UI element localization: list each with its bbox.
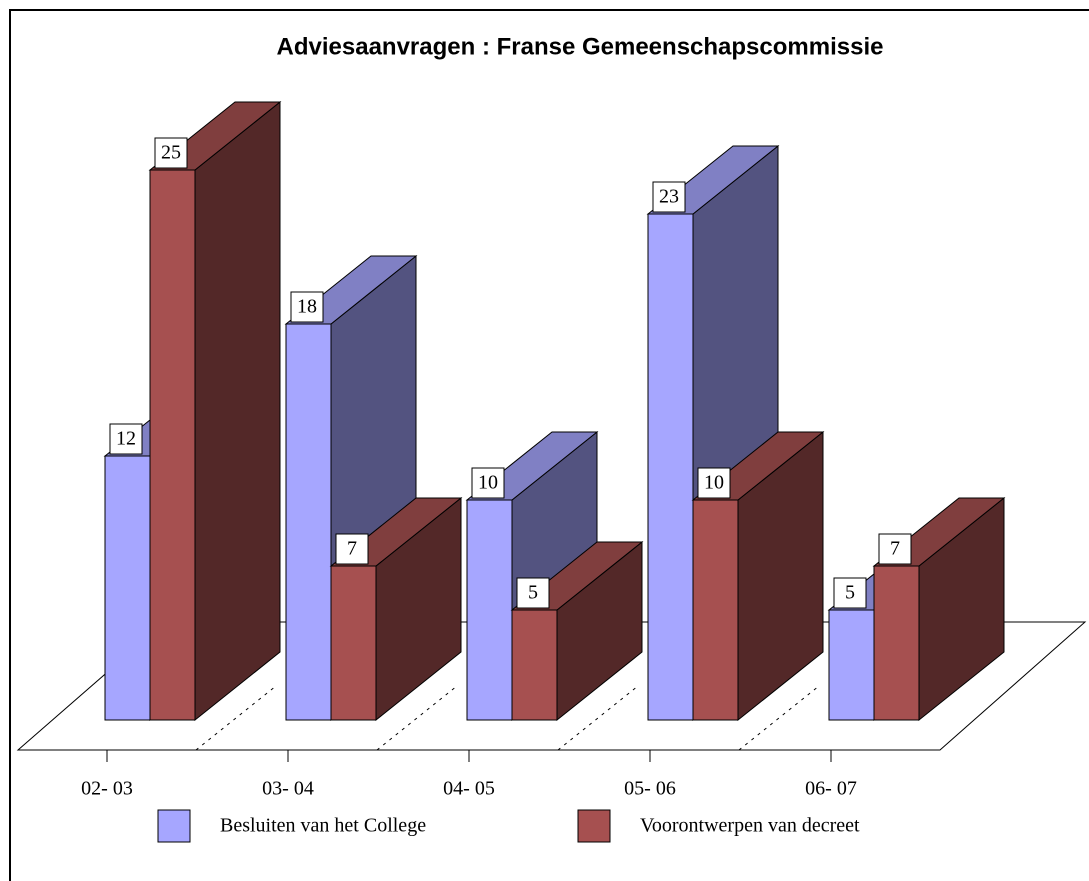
floor-divider [195,685,277,751]
x-tick-label: 03- 04 [262,778,314,800]
bar [692,499,739,721]
value-label: 7 [347,538,357,560]
value-label-box [335,533,369,565]
legend-label: Voorontwerpen van decreet [640,815,860,837]
floor-divider [738,685,820,751]
value-label-box [833,577,867,609]
value-label-box [697,467,731,499]
bar [466,499,513,721]
bar [511,609,558,721]
value-label-box [516,577,550,609]
legend-swatch [157,809,191,843]
value-label-box [290,291,324,323]
bar [828,609,875,721]
value-label: 12 [116,428,136,450]
legend-swatch [577,809,611,843]
chart-title: Adviesaanvragen : Franse Gemeenschapscom… [277,33,884,60]
bar-side [194,100,281,722]
value-label: 7 [890,538,900,560]
value-label-box [154,137,188,169]
x-tick-label: 06- 07 [805,778,857,800]
bar [873,565,920,721]
value-label: 25 [161,142,181,164]
floor-divider [376,685,458,751]
value-label: 18 [297,296,317,318]
x-tick-label: 05- 06 [624,778,676,800]
bar [149,169,196,721]
value-label: 23 [659,186,679,208]
bar [647,213,694,721]
floor-divider [557,685,639,751]
x-tick-label: 04- 05 [443,778,495,800]
value-label: 10 [478,472,498,494]
value-label: 10 [704,472,724,494]
value-label-box [109,423,143,455]
value-label-box [471,467,505,499]
x-tick-label: 02- 03 [81,778,133,800]
bar [104,455,151,721]
value-label: 5 [845,582,855,604]
bar [285,323,332,721]
bar [330,565,377,721]
value-label-box [652,181,686,213]
value-label: 5 [528,582,538,604]
legend-label: Besluiten van het College [220,815,426,837]
value-label-box [878,533,912,565]
